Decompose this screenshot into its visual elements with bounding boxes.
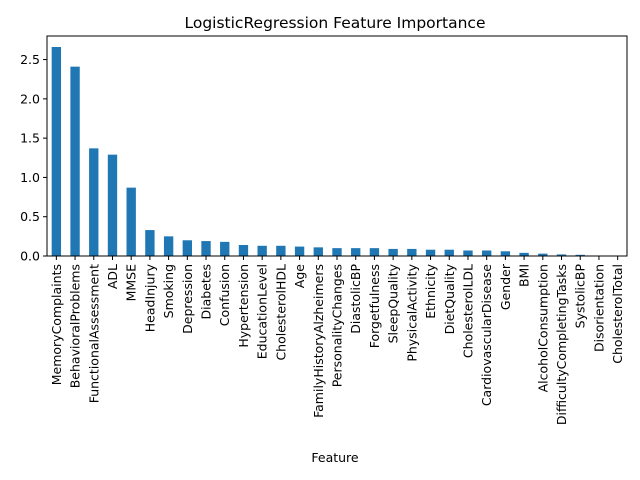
bar-Gender bbox=[500, 251, 511, 256]
x-tick-label: SleepQuality bbox=[386, 263, 401, 343]
y-tick-label: 0.0 bbox=[20, 249, 40, 264]
bar-Ethnicity bbox=[425, 249, 436, 256]
bar-SystolicBP bbox=[575, 254, 585, 256]
bar-MemoryComplaints bbox=[51, 47, 62, 256]
plot-frame bbox=[46, 35, 628, 257]
bar-CholesterolLDL bbox=[463, 250, 473, 256]
bar-FunctionalAssessment bbox=[89, 148, 99, 256]
x-tick-label: MMSE bbox=[124, 264, 139, 302]
x-tick-label: ADL bbox=[105, 264, 120, 289]
bars bbox=[51, 47, 623, 257]
bar-MMSE bbox=[126, 187, 136, 256]
x-tick-label: CholesterolLDL bbox=[460, 264, 475, 358]
y-tick-label: 2.5 bbox=[20, 52, 40, 67]
y-tick-label: 0.5 bbox=[20, 209, 40, 224]
bar-HeadInjury bbox=[145, 230, 155, 256]
bar-BehavioralProblems bbox=[70, 66, 80, 257]
x-axis: MemoryComplaints BehavioralProblems Functi… bbox=[49, 256, 625, 425]
x-tick-label: Smoking bbox=[161, 264, 176, 318]
bar-DiastolicBP bbox=[351, 248, 361, 256]
bar-DifficultyCompletingTasks bbox=[556, 254, 567, 256]
y-tick-label: 1.0 bbox=[20, 170, 40, 185]
x-tick-label: Hypertension bbox=[236, 264, 251, 348]
x-tick-label: Diabetes bbox=[199, 264, 214, 320]
bar-ADL bbox=[107, 154, 118, 256]
bar-Hypertension bbox=[238, 245, 249, 256]
bar-CholesterolHDL bbox=[276, 245, 286, 256]
x-tick-label: DifficultyCompletingTasks bbox=[554, 264, 569, 425]
x-tick-label: MemoryComplaints bbox=[49, 264, 64, 385]
chart-title: LogisticRegression Feature Importance bbox=[184, 14, 485, 32]
x-tick-label: PersonalityChanges bbox=[330, 264, 345, 387]
y-axis: 0.0 0.5 1.0 1.5 2.0 2.5 bbox=[20, 52, 47, 264]
bar-AlcoholConsumption bbox=[538, 253, 548, 256]
x-axis-label: Feature bbox=[311, 450, 359, 465]
x-tick-label: FamilyHistoryAlzheimers bbox=[311, 264, 326, 418]
bar-FamilyHistoryAlzheimers bbox=[313, 247, 323, 256]
x-tick-label: Gender bbox=[498, 263, 513, 310]
bar-EducationLevel bbox=[257, 245, 267, 256]
x-tick-label: FunctionalAssessment bbox=[86, 264, 101, 403]
x-tick-label: CholesterolHDL bbox=[273, 264, 288, 361]
bar-PersonalityChanges bbox=[332, 248, 342, 256]
bar-SleepQuality bbox=[388, 248, 398, 256]
x-tick-label: Forgetfulness bbox=[367, 264, 382, 348]
bar-BMI bbox=[519, 252, 529, 256]
x-tick-label: Confusion bbox=[217, 264, 232, 326]
x-tick-label: Depression bbox=[180, 264, 195, 334]
bar-Age bbox=[294, 246, 305, 256]
x-tick-label: PhysicalActivity bbox=[404, 263, 419, 361]
x-tick-label: CholesterolTotal bbox=[610, 264, 625, 364]
x-tick-label: EducationLevel bbox=[255, 264, 270, 359]
bar-Forgetfulness bbox=[369, 248, 380, 256]
x-tick-label: Ethnicity bbox=[423, 263, 438, 318]
x-tick-label: HeadInjury bbox=[142, 263, 157, 332]
bar-DietQuality bbox=[444, 249, 454, 256]
bar-Depression bbox=[182, 240, 192, 256]
y-tick-label: 1.5 bbox=[20, 131, 40, 146]
bar-Smoking bbox=[163, 236, 174, 256]
x-tick-label: Age bbox=[292, 264, 307, 288]
x-tick-label: DietQuality bbox=[442, 263, 457, 334]
x-tick-label: BMI bbox=[517, 264, 532, 287]
bar-CardiovascularDisease bbox=[482, 250, 492, 256]
x-tick-label: CardiovascularDisease bbox=[479, 264, 494, 406]
x-tick-label: DiastolicBP bbox=[348, 264, 363, 334]
bar-Confusion bbox=[220, 241, 230, 256]
x-tick-label: AlcoholConsumption bbox=[535, 264, 550, 392]
bar-PhysicalActivity bbox=[407, 248, 417, 256]
bar-Diabetes bbox=[201, 241, 211, 256]
y-tick-label: 2.0 bbox=[20, 91, 40, 106]
x-tick-label: Disorientation bbox=[591, 264, 606, 352]
x-tick-label: BehavioralProblems bbox=[68, 264, 83, 388]
x-tick-label: SystolicBP bbox=[573, 264, 588, 329]
